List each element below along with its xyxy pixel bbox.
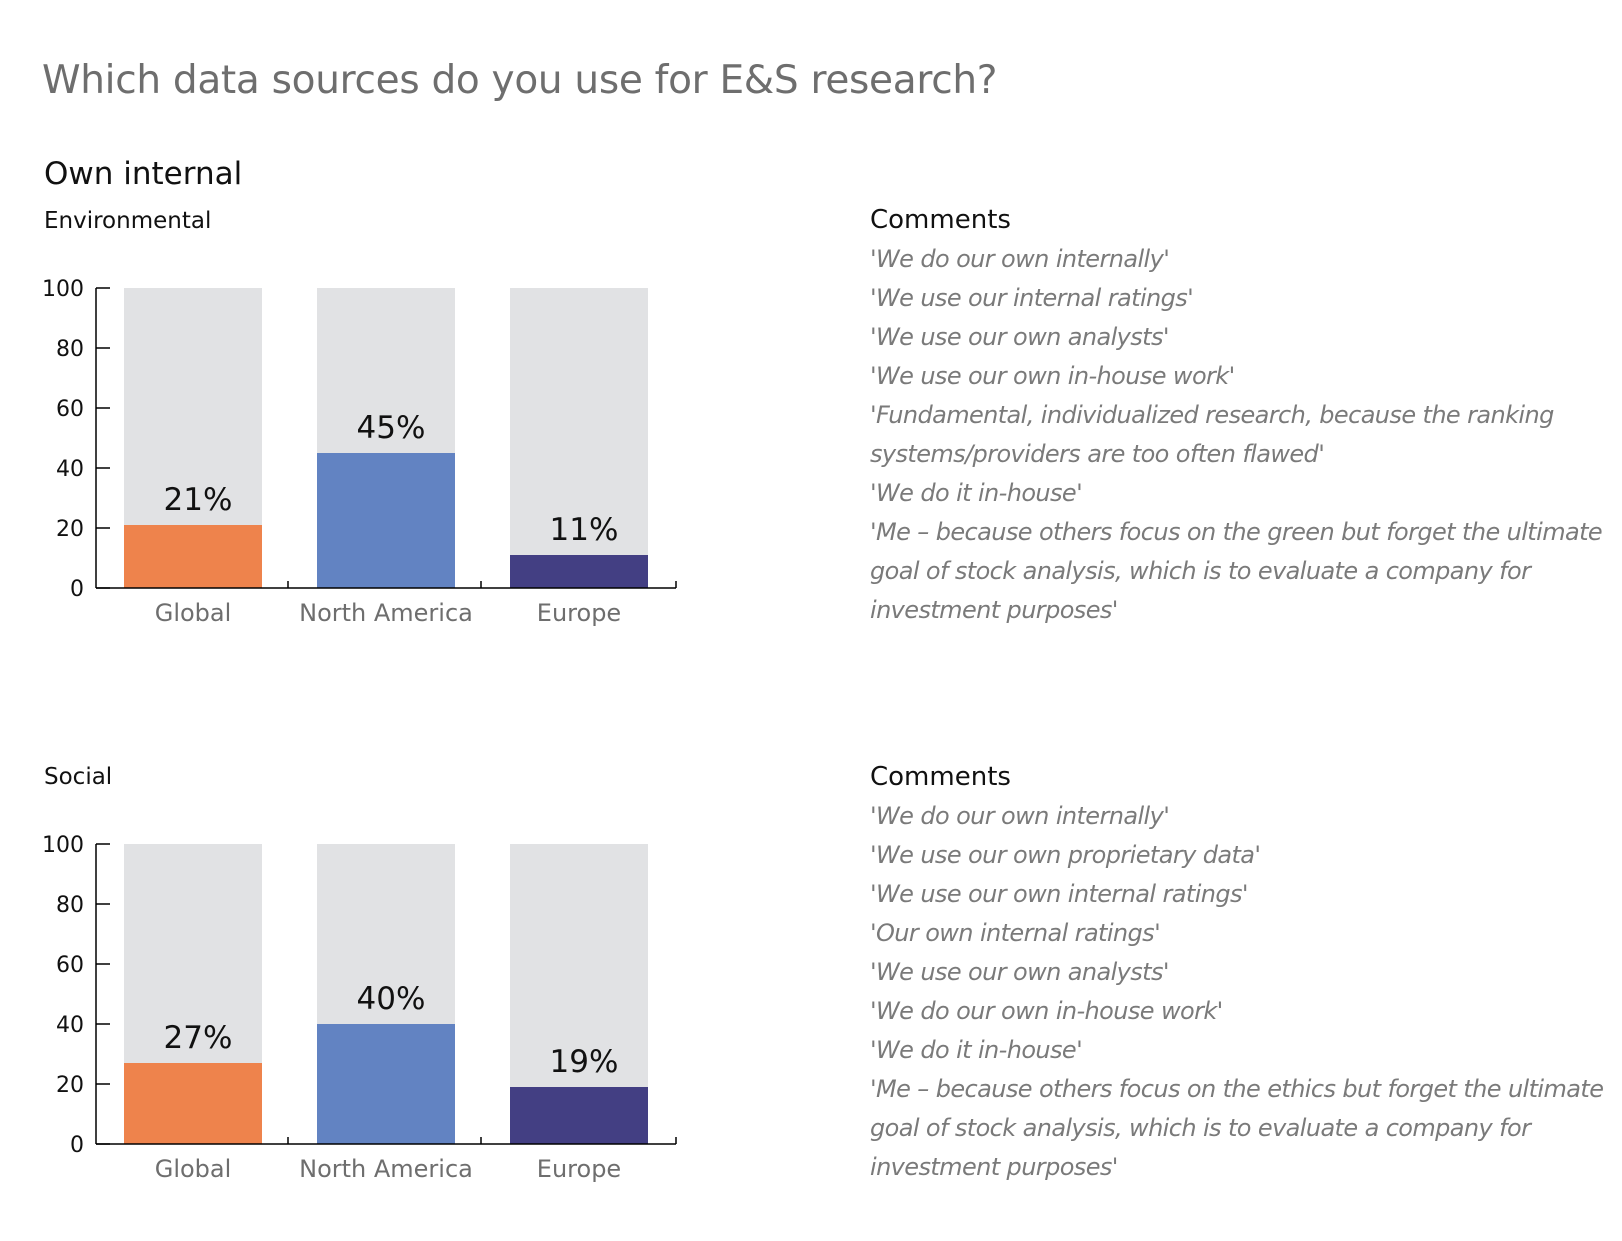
data-label: 11% — [550, 512, 619, 548]
environmental-bar-chart: 21% Global 45% North America 11% Europe 0 20 40 6… — [42, 277, 677, 627]
comment-item: 'Fundamental, individualized research, b… — [870, 401, 1554, 468]
data-label: 45% — [357, 410, 426, 446]
y-tick-label: 20 — [56, 1073, 84, 1098]
y-tick-label: 100 — [42, 833, 84, 858]
section-title: Own internal — [44, 156, 243, 192]
y-tick-label: 60 — [56, 953, 84, 978]
comment-item: 'We use our own proprietary data' — [870, 841, 1261, 869]
y-tick-label: 0 — [70, 1133, 84, 1158]
y-tick-label: 100 — [42, 277, 84, 302]
category-label: Global — [155, 599, 232, 627]
social-chart-title: Social — [44, 764, 113, 790]
environmental-comments: Comments 'We do our own internally' 'We u… — [870, 205, 1610, 630]
bar-global — [124, 525, 262, 588]
comment-item: 'We do it in-house' — [870, 479, 1083, 507]
bar-north-america — [317, 1024, 455, 1144]
bar-europe — [510, 555, 648, 588]
bar-background — [510, 288, 648, 588]
comment-item: 'Our own internal ratings' — [870, 919, 1161, 947]
social-comments: Comments 'We do our own internally' 'We u… — [870, 762, 1610, 1187]
comments-heading: Comments — [870, 762, 1011, 792]
comment-item: 'We use our own analysts' — [870, 958, 1169, 986]
social-bar-chart: 27% Global 40% North America 19% Europe 0 20 40 6… — [42, 833, 677, 1183]
comment-list: 'We do our own internally' 'We use our ow… — [870, 797, 1610, 1187]
comment-item: 'We use our own internal ratings' — [870, 880, 1249, 908]
environmental-chart-title: Environmental — [44, 208, 212, 234]
comment-item: 'We do our own internally' — [870, 245, 1170, 273]
comment-item: 'We do it in-house' — [870, 1036, 1083, 1064]
category-label: Europe — [537, 1155, 621, 1183]
category-label: Global — [155, 1155, 232, 1183]
y-tick-label: 20 — [56, 517, 84, 542]
data-label: 27% — [164, 1020, 233, 1056]
data-label: 40% — [357, 981, 426, 1017]
comment-item: 'We use our own analysts' — [870, 323, 1169, 351]
bar-europe — [510, 1087, 648, 1144]
page-title: Which data sources do you use for E&S re… — [42, 58, 998, 103]
category-label: Europe — [537, 599, 621, 627]
comment-item: 'We use our internal ratings' — [870, 284, 1194, 312]
y-tick-label: 80 — [56, 337, 84, 362]
bar-north-america — [317, 453, 455, 588]
data-label: 19% — [550, 1044, 619, 1080]
comments-heading: Comments — [870, 205, 1011, 235]
y-tick-label: 0 — [70, 577, 84, 602]
y-tick-label: 80 — [56, 893, 84, 918]
comment-item: 'Me – because others focus on the ethics… — [870, 1075, 1604, 1181]
y-tick-label: 40 — [56, 1013, 84, 1038]
bar-global — [124, 1063, 262, 1144]
y-tick-label: 60 — [56, 397, 84, 422]
data-label: 21% — [164, 482, 233, 518]
comment-list: 'We do our own internally' 'We use our in… — [870, 240, 1610, 630]
category-label: North America — [299, 1155, 473, 1183]
comment-item: 'We do our own in-house work' — [870, 997, 1223, 1025]
category-label: North America — [299, 599, 473, 627]
comment-item: 'Me – because others focus on the green … — [870, 518, 1603, 624]
y-tick-label: 40 — [56, 457, 84, 482]
comment-item: 'We use our own in-house work' — [870, 362, 1235, 390]
comment-item: 'We do our own internally' — [870, 802, 1170, 830]
